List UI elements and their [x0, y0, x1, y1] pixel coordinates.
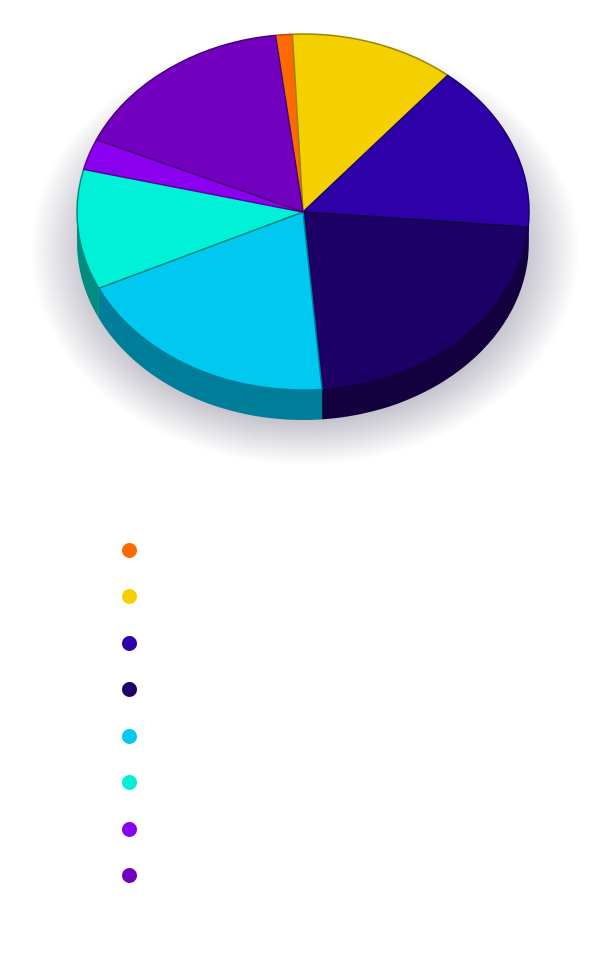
pie-slice-5[interactable] — [76, 168, 304, 289]
pie-slice-side-4 — [98, 288, 323, 420]
legend-item-0[interactable] — [110, 527, 510, 574]
legend-item-2[interactable] — [110, 620, 510, 667]
legend-item-6[interactable] — [110, 806, 510, 853]
legend-dot-2 — [122, 635, 137, 651]
legend-dot-3 — [122, 682, 137, 698]
pie-slice-7[interactable] — [95, 34, 304, 213]
pie-slice-side-5 — [77, 212, 99, 319]
pie-slice-1[interactable] — [291, 33, 449, 213]
legend-item-5[interactable] — [110, 760, 510, 807]
chart-legend — [110, 527, 510, 899]
pie-slice-4[interactable] — [98, 211, 323, 391]
legend-item-3[interactable] — [110, 667, 510, 714]
legend-dot-6 — [122, 821, 137, 837]
pie-tops — [76, 33, 530, 391]
legend-dot-0 — [122, 542, 137, 558]
pie-slice-2[interactable] — [302, 74, 530, 228]
legend-item-7[interactable] — [110, 853, 510, 900]
legend-dot-7 — [122, 868, 137, 884]
legend-dot-1 — [122, 589, 137, 605]
legend-item-4[interactable] — [110, 713, 510, 760]
legend-item-1[interactable] — [110, 574, 510, 621]
legend-dot-4 — [122, 728, 137, 744]
legend-dot-5 — [122, 775, 137, 791]
pie-slice-3[interactable] — [302, 211, 529, 391]
pie-chart — [30, 33, 580, 465]
pie-slice-side-3 — [322, 227, 529, 420]
